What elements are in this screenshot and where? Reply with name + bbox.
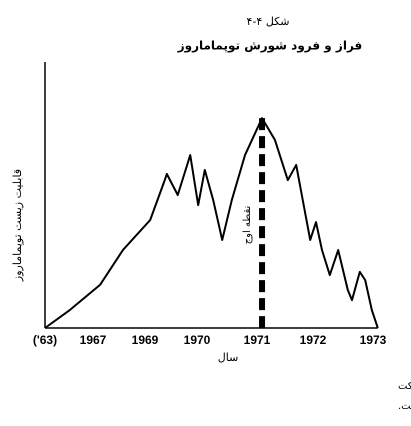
note-line: نوت: طرح ها در نشان دادن فریکونسی یا تنا… bbox=[398, 381, 411, 392]
x-tick-label: 1973 bbox=[360, 333, 387, 347]
x-tick-label: 1971 bbox=[244, 333, 271, 347]
note-line: ها، مبالغه آمیز است. bbox=[398, 399, 411, 412]
x-axis-label: سال bbox=[218, 351, 239, 364]
x-tick-label: 1970 bbox=[184, 333, 211, 347]
annotation-label: نقطه اوج bbox=[242, 206, 253, 245]
x-tick-label: 1972 bbox=[300, 333, 327, 347]
y-axis-label: قابلیت زیست توپماماروز bbox=[11, 169, 24, 282]
x-tick-label: 1967 bbox=[80, 333, 107, 347]
figure-label: شکل ۴-۴ bbox=[247, 15, 290, 28]
x-tick-label: ('63) bbox=[33, 333, 57, 347]
chart-title: فراز و فرود شورش توپماماروز bbox=[177, 39, 363, 54]
x-tick-label: 1969 bbox=[132, 333, 159, 347]
data-line bbox=[44, 117, 379, 329]
